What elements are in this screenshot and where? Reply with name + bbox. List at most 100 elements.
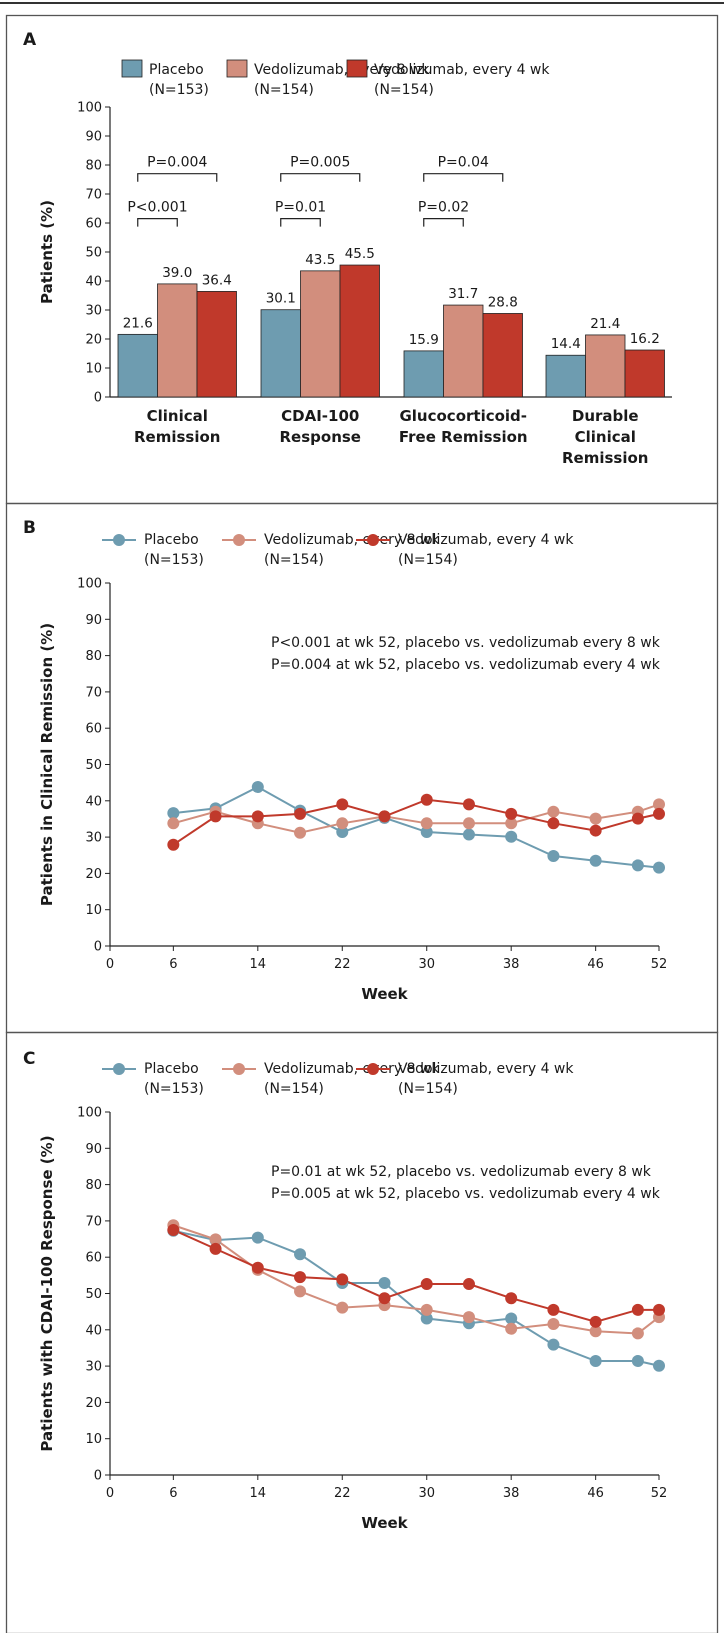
- y-tick-label-c: 80: [85, 1178, 102, 1193]
- legend-n-q4: (N=154): [374, 82, 434, 98]
- panel-label-b: B: [23, 518, 36, 538]
- bar-placebo: [545, 354, 586, 398]
- bar-value-label: 45.5: [345, 246, 375, 262]
- bar-q8: [300, 270, 341, 398]
- x-tick-label-c: 30: [418, 1486, 435, 1501]
- bar-q4: [196, 291, 237, 398]
- bar-value-label: 16.2: [630, 331, 660, 347]
- data-point-placebo: [167, 807, 180, 820]
- data-point-q4: [420, 793, 433, 806]
- category-label: Durable: [572, 407, 639, 425]
- data-point-q8: [631, 1327, 644, 1340]
- data-point-q4: [167, 1223, 180, 1236]
- x-tick-label-b: 14: [250, 957, 267, 972]
- data-point-q4: [631, 812, 644, 825]
- y-tick-label-a: 90: [85, 130, 102, 145]
- bar-placebo: [117, 333, 158, 398]
- data-point-placebo: [336, 826, 349, 839]
- legend-marker-placebo: [113, 534, 125, 546]
- legend-label-placebo: Placebo: [144, 532, 199, 548]
- legend-item-q4: Vedolizumab, every 4 wk (N=154): [346, 59, 550, 98]
- significance-bracket: [423, 173, 504, 182]
- data-point-q4: [251, 810, 264, 823]
- x-tick-label-c: 6: [169, 1486, 177, 1501]
- legend-marker-q4: [367, 1063, 379, 1075]
- legend-swatch-q8: [226, 59, 248, 78]
- data-point-q8: [420, 817, 433, 830]
- legend-label-q4: Vedolizumab, every 4 wk: [398, 1061, 574, 1077]
- data-point-q8: [209, 1233, 222, 1246]
- data-point-q4: [420, 1278, 433, 1291]
- data-point-q4: [462, 798, 475, 811]
- p-value-label: P=0.005: [290, 155, 350, 171]
- y-tick-label-c: 0: [94, 1469, 102, 1484]
- data-point-q8: [462, 817, 475, 830]
- legend-label-q8: Vedolizumab, every 8 wk: [264, 532, 440, 548]
- legend-n-placebo: (N=153): [149, 82, 209, 98]
- category-label: Response: [280, 428, 361, 446]
- data-point-q8: [589, 1325, 602, 1338]
- legend-swatch-q4: [346, 59, 368, 78]
- bar-value-label: 43.5: [305, 252, 335, 268]
- data-point-q8: [653, 798, 665, 811]
- x-tick-label-b: 22: [334, 957, 351, 972]
- y-tick-label-c: 50: [85, 1287, 102, 1302]
- data-point-q4: [631, 1303, 644, 1316]
- data-point-q8: [420, 1303, 433, 1316]
- bar-value-label: 36.4: [202, 272, 232, 288]
- y-tick-label-a: 10: [85, 362, 102, 377]
- data-point-placebo: [589, 1355, 602, 1368]
- legend-a: Placebo (N=153) Vedolizumab, every 8 wk (N=…: [121, 59, 550, 98]
- x-tick-label-b: 30: [418, 957, 435, 972]
- legend-n-q4: (N=154): [398, 552, 458, 568]
- legend-label-placebo: Placebo: [144, 1061, 199, 1077]
- data-point-placebo: [589, 854, 602, 867]
- line-chart-b: B 0 10 20 30 40 50 60 70 80 90 100 0 6 14 22 30 38 46 52 Wee…: [23, 518, 667, 1003]
- y-axis-title-a: Patients (%): [38, 200, 56, 304]
- legend-marker-placebo: [113, 1063, 125, 1075]
- data-point-placebo: [378, 1276, 391, 1289]
- data-point-q4: [251, 1261, 264, 1274]
- y-tick-label-b: 70: [85, 685, 102, 700]
- y-tick-label-a: 70: [85, 188, 102, 203]
- p-value-annotation: P<0.001 at wk 52, placebo vs. vedolizuma…: [271, 635, 661, 651]
- x-tick-label-b: 52: [651, 957, 668, 972]
- data-point-q8: [294, 1285, 307, 1298]
- bar-placebo: [403, 350, 444, 398]
- category-label: Remission: [562, 449, 648, 467]
- y-tick-label-a: 50: [85, 246, 102, 261]
- significance-bracket: [280, 218, 321, 227]
- data-point-q4: [547, 817, 560, 830]
- legend-item-q4: Vedolizumab, every 4 wk (N=154): [356, 532, 574, 568]
- data-point-placebo: [631, 1355, 644, 1368]
- y-tick-label-c: 20: [85, 1396, 102, 1411]
- y-tick-label-c: 90: [85, 1142, 102, 1157]
- p-value-label: P=0.02: [418, 200, 469, 216]
- p-value-label: P=0.004: [147, 155, 207, 171]
- data-point-placebo: [505, 830, 518, 843]
- data-point-placebo: [251, 781, 264, 794]
- data-point-placebo: [631, 859, 644, 872]
- y-tick-label-c: 30: [85, 1360, 102, 1375]
- data-point-q8: [336, 817, 349, 830]
- significance-bracket: [280, 173, 361, 182]
- legend-item-q8: Vedolizumab, every 8 wk (N=154): [222, 1061, 440, 1097]
- legend-label-q8: Vedolizumab, every 8 wk: [254, 62, 430, 78]
- data-point-placebo: [547, 1338, 560, 1351]
- significance-bracket: [137, 173, 218, 182]
- x-axis-title-b: Week: [361, 985, 408, 1003]
- data-point-q4: [505, 807, 518, 820]
- series-line-placebo: [173, 785, 660, 869]
- legend-marker-q8: [233, 534, 245, 546]
- legend-item-placebo: Placebo (N=153): [121, 59, 209, 98]
- y-tick-label-b: 0: [94, 940, 102, 955]
- y-tick-label-b: 90: [85, 613, 102, 628]
- data-point-q4: [378, 1292, 391, 1305]
- legend-c: Placebo (N=153) Vedolizumab, every 8 wk (N=…: [102, 1061, 574, 1097]
- category-label: CDAI-100: [281, 407, 359, 425]
- data-point-q4: [167, 838, 180, 851]
- data-point-q8: [336, 1301, 349, 1314]
- data-point-q8: [505, 1322, 518, 1335]
- bar-q8: [157, 283, 198, 398]
- data-point-q8: [462, 1311, 475, 1324]
